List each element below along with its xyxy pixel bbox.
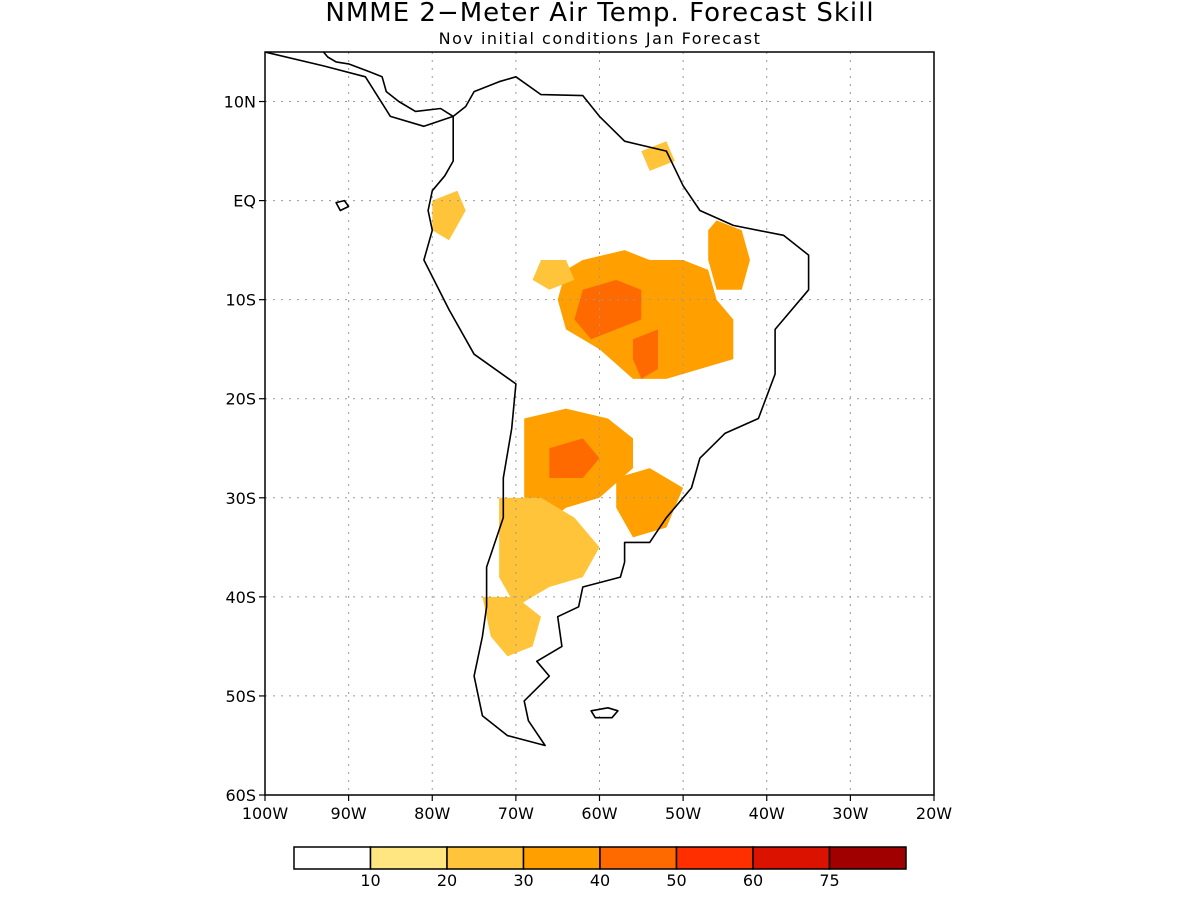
chart-title: NMME 2−Meter Air Temp. Forecast Skill: [325, 0, 875, 28]
colorbar-swatch: [752, 846, 831, 870]
colorbar-swatch: [522, 846, 601, 870]
lat-tick-label: 60S: [225, 786, 256, 805]
lat-tick-label: 50S: [225, 687, 256, 706]
lat-tick-label: 30S: [225, 489, 256, 508]
colorbar-swatch: [369, 846, 448, 870]
colorbar-label: 75: [819, 871, 839, 890]
lon-tick-label: 30W: [832, 804, 868, 823]
lon-tick-label: 60W: [581, 804, 617, 823]
coastline-central-america: [265, 52, 455, 128]
lon-tick-label: 20W: [916, 804, 952, 823]
colorbar-swatch: [828, 846, 907, 870]
coastline-galapagos: [335, 199, 350, 212]
skill-region-guiana: [641, 141, 675, 171]
coastline-falklands: [590, 706, 619, 719]
skill-region-central-brazil-core-2: [633, 329, 658, 379]
colorbar-label: 30: [513, 871, 533, 890]
colorbar-label: 60: [743, 871, 763, 890]
colorbar-swatch: [675, 846, 754, 870]
lon-tick-label: 50W: [665, 804, 701, 823]
colorbar-label: 20: [437, 871, 457, 890]
skill-region-gran-chaco-core: [549, 438, 600, 478]
skill-region-central-brazil-core: [574, 279, 642, 340]
skill-region-central-brazil: [557, 250, 734, 379]
skill-region-upper-amazon: [532, 260, 575, 290]
colorbar: 10 20 30 40 50 60 75: [293, 846, 907, 890]
colorbar-swatch: [293, 846, 372, 870]
lon-tick-label: 80W: [414, 804, 450, 823]
colorbar-label: 40: [590, 871, 610, 890]
colorbar-swatch: [599, 846, 678, 870]
coastline-south-america: [423, 76, 810, 747]
skill-region-ne-brazil: [708, 220, 750, 290]
colorbar-label: 50: [666, 871, 686, 890]
skill-region-ecuador: [432, 190, 466, 241]
colorbar-swatch: [446, 846, 525, 870]
land-central-america: [265, 52, 454, 127]
lat-tick-label: 20S: [225, 390, 256, 409]
lon-tick-label: 90W: [331, 804, 367, 823]
colorbar-label: 10: [360, 871, 380, 890]
chart-subtitle: Nov initial conditions Jan Forecast: [438, 29, 762, 48]
lon-tick-label: 70W: [498, 804, 534, 823]
coastline-layer: [265, 52, 810, 747]
land-layer: [265, 52, 809, 746]
skill-region-uruguay-south-brazil: [616, 468, 684, 538]
skill-region-argentina-central: [499, 497, 600, 607]
lon-tick-label: 40W: [749, 804, 785, 823]
lon-tick-label: 100W: [242, 804, 289, 823]
skill-region-patagonia: [482, 596, 541, 657]
lat-tick-label: 10S: [225, 291, 256, 310]
lat-tick-label: EQ: [233, 192, 256, 211]
lat-tick-label: 40S: [225, 588, 256, 607]
skill-shading-layer: [432, 141, 750, 657]
lat-tick-label: 10N: [224, 93, 256, 112]
land-south-america: [423, 76, 809, 746]
